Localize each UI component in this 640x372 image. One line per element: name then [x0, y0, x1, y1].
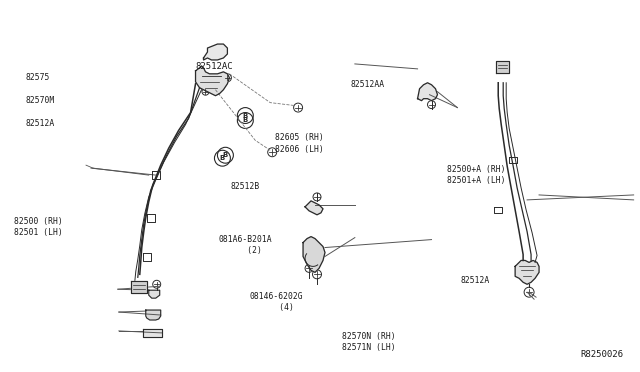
Text: 82500 (RH)
82501 (LH): 82500 (RH) 82501 (LH) — [14, 217, 63, 237]
Text: 82575: 82575 — [26, 73, 50, 81]
Text: 82570M: 82570M — [26, 96, 55, 105]
Polygon shape — [496, 61, 509, 73]
Polygon shape — [515, 260, 539, 284]
Text: 08146-6202G
      (4): 08146-6202G (4) — [250, 292, 303, 312]
Polygon shape — [146, 310, 161, 320]
Polygon shape — [143, 329, 162, 337]
Text: 82605 (RH)
82606 (LH): 82605 (RH) 82606 (LH) — [275, 134, 324, 154]
Text: 82512B: 82512B — [231, 182, 260, 190]
Text: R8250026: R8250026 — [580, 350, 623, 359]
Text: B: B — [220, 155, 225, 161]
Text: 82512AC: 82512AC — [196, 61, 234, 71]
Polygon shape — [131, 281, 147, 293]
Polygon shape — [196, 66, 229, 96]
Text: 82512AA: 82512AA — [351, 80, 385, 89]
Text: 82570N (RH)
82571N (LH): 82570N (RH) 82571N (LH) — [342, 332, 396, 352]
Text: B: B — [243, 118, 248, 124]
Polygon shape — [303, 237, 325, 272]
Polygon shape — [417, 83, 438, 101]
Text: 82512A: 82512A — [26, 119, 55, 128]
Text: 82512A: 82512A — [460, 276, 490, 285]
Text: 081A6-B201A
      (2): 081A6-B201A (2) — [218, 235, 271, 255]
Text: B: B — [243, 113, 248, 119]
Polygon shape — [305, 201, 323, 215]
Polygon shape — [148, 290, 160, 298]
Polygon shape — [204, 44, 227, 60]
Text: 82500+A (RH)
82501+A (LH): 82500+A (RH) 82501+A (LH) — [447, 165, 506, 185]
Text: B: B — [223, 152, 228, 158]
